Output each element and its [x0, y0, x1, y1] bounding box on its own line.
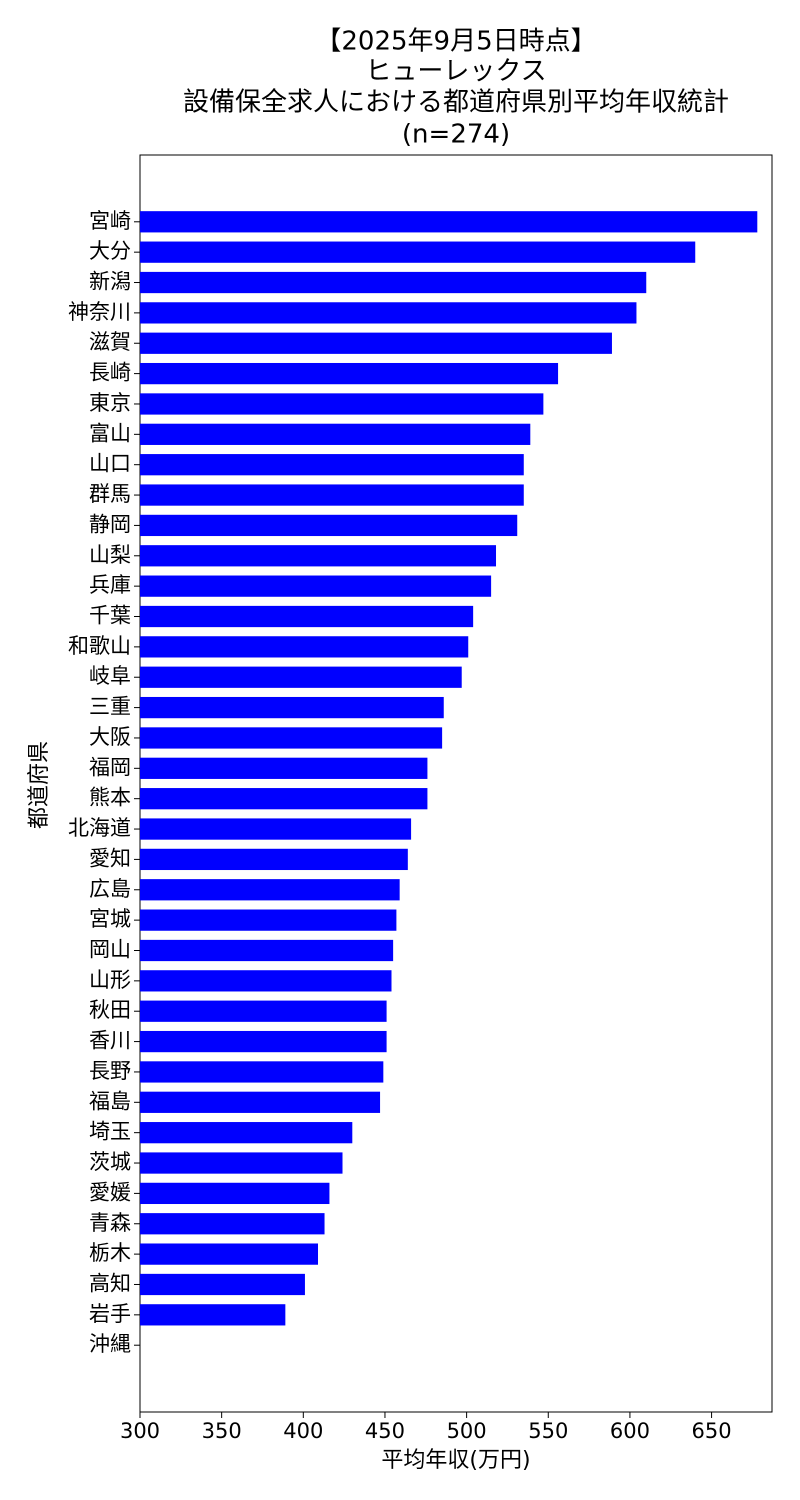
- bar: [140, 696, 444, 719]
- bar: [140, 302, 637, 324]
- y-tick-label: 静岡: [89, 512, 131, 536]
- y-tick-label: 山形: [89, 968, 131, 992]
- y-tick-label: 群馬: [89, 482, 131, 506]
- x-tick-label: 550: [528, 1419, 568, 1443]
- x-tick-label: 650: [692, 1419, 732, 1443]
- y-tick-label: 熊本: [89, 786, 131, 810]
- y-tick-label: 宮崎: [89, 209, 131, 233]
- y-tick-label: 千葉: [89, 604, 131, 628]
- chart-title: ヒューレックス: [365, 57, 546, 87]
- bar: [140, 727, 443, 749]
- y-tick-label: 埼玉: [89, 1120, 131, 1144]
- y-tick-label: 福岡: [89, 755, 131, 779]
- bar: [140, 1030, 387, 1053]
- chart-subtitle: (n=274): [402, 120, 510, 150]
- y-tick-label: 滋賀: [89, 330, 131, 354]
- bar: [140, 393, 544, 415]
- y-tick-label: 山梨: [89, 543, 131, 567]
- x-tick-label: 350: [202, 1419, 242, 1443]
- chart-title: 【2025年9月5日時点】: [315, 27, 596, 57]
- bar: [140, 788, 428, 810]
- plot-frame: [139, 154, 773, 1413]
- bar: [140, 332, 612, 354]
- y-tick-label: 宮城: [89, 907, 131, 931]
- y-tick-label: 東京: [89, 391, 131, 415]
- y-tick-label: 山口: [89, 452, 131, 476]
- bar: [140, 1273, 305, 1296]
- y-tick-label: 広島: [89, 877, 131, 901]
- y-tick-label: 長野: [89, 1059, 131, 1083]
- y-tick-label: 茨城: [89, 1150, 131, 1174]
- bar: [140, 211, 758, 233]
- y-tick-label: 三重: [89, 695, 131, 719]
- bar: [140, 939, 394, 962]
- y-tick-label: 神奈川: [68, 300, 131, 324]
- y-tick-label: 愛知: [89, 846, 131, 870]
- bar: [140, 879, 400, 901]
- y-tick-label: 北海道: [68, 816, 131, 840]
- bar: [140, 636, 469, 658]
- y-tick-label: 栃木: [89, 1241, 131, 1265]
- bar: [140, 1091, 381, 1113]
- bar: [140, 484, 524, 506]
- y-tick-label: 富山: [89, 421, 131, 445]
- bar: [140, 666, 462, 688]
- bar: [140, 1061, 384, 1083]
- bar: [140, 818, 412, 840]
- bar: [140, 362, 559, 385]
- y-tick-label: 大分: [89, 239, 131, 263]
- y-tick-label: 岩手: [89, 1302, 131, 1326]
- x-tick-label: 500: [447, 1419, 487, 1443]
- y-tick-label: 長崎: [89, 361, 131, 385]
- bar: [140, 970, 392, 992]
- bar: [140, 605, 474, 628]
- y-tick-label: 福島: [89, 1089, 131, 1113]
- bar: [140, 909, 397, 931]
- chart-title: 設備保全求人における都道府県別平均年収統計: [183, 88, 729, 118]
- y-tick-label: 兵庫: [89, 573, 131, 597]
- y-tick-label: 高知: [89, 1271, 131, 1295]
- bar: [140, 757, 428, 779]
- bar: [140, 545, 497, 567]
- x-axis-label: 平均年収(万円): [381, 1448, 530, 1473]
- bar: [140, 271, 647, 294]
- bar: [140, 454, 524, 476]
- y-tick-label: 香川: [89, 1029, 131, 1053]
- y-tick-label: 新潟: [89, 270, 131, 294]
- x-tick-label: 400: [283, 1419, 323, 1443]
- bar: [140, 1304, 286, 1326]
- x-tick-label: 450: [365, 1419, 405, 1443]
- y-tick-label: 沖縄: [89, 1332, 131, 1356]
- y-tick-label: 青森: [89, 1211, 131, 1235]
- y-tick-label: 和歌山: [68, 634, 131, 658]
- y-tick-label: 岐阜: [89, 664, 131, 688]
- bar: [140, 1213, 325, 1235]
- y-tick-label: 岡山: [89, 937, 131, 961]
- bar: [140, 241, 696, 263]
- y-tick-label: 大阪: [89, 725, 131, 749]
- bar: [140, 1152, 343, 1174]
- bar: [140, 514, 518, 537]
- bar: [140, 1122, 353, 1144]
- bar: [140, 1182, 330, 1205]
- bar: [140, 1243, 319, 1265]
- y-tick-label: 秋田: [89, 998, 131, 1022]
- y-axis-label: 都道府県: [27, 741, 52, 829]
- x-tick-label: 600: [610, 1419, 650, 1443]
- bar: [140, 423, 531, 445]
- x-tick-label: 300: [120, 1419, 160, 1443]
- bar: [140, 575, 492, 597]
- bar: [140, 1000, 387, 1022]
- bar: [140, 848, 408, 871]
- y-tick-label: 愛媛: [89, 1180, 131, 1204]
